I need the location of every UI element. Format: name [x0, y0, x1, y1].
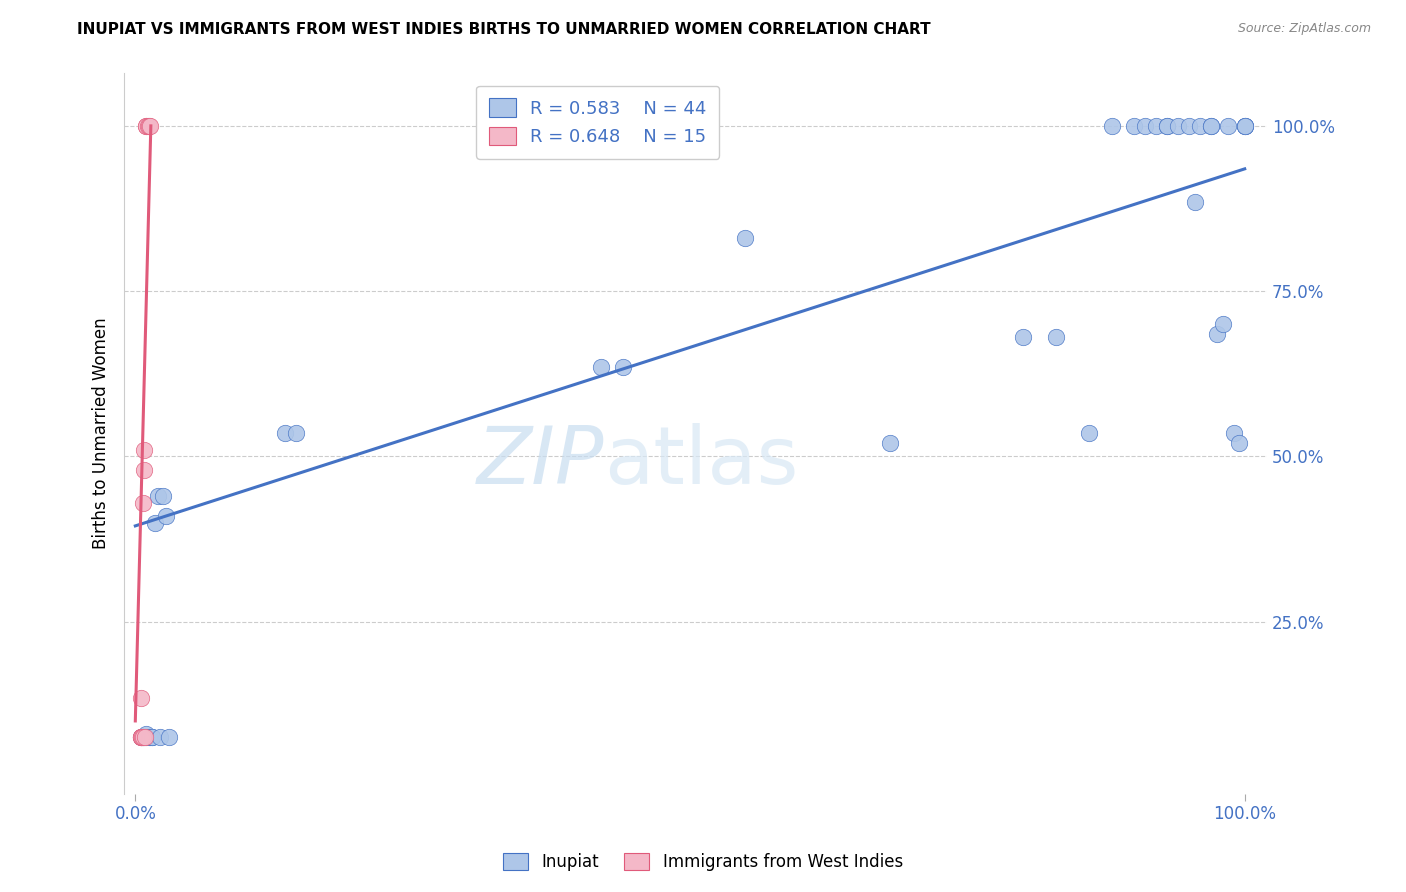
Point [138, 731, 160, 745]
Text: Source: ZipAtlas.com: Source: ZipAtlas.com [1237, 22, 1371, 36]
Point [132, 496, 155, 510]
Point [1045, 330, 1067, 344]
Point [1222, 426, 1244, 441]
Point [146, 489, 169, 503]
Text: ZIP: ZIP [477, 423, 605, 501]
Text: INUPIAT VS IMMIGRANTS FROM WEST INDIES BIRTHS TO UNMARRIED WOMEN CORRELATION CHA: INUPIAT VS IMMIGRANTS FROM WEST INDIES B… [77, 22, 931, 37]
Point [152, 489, 174, 503]
Point [1206, 327, 1229, 342]
Point [138, 119, 160, 133]
Point [1156, 119, 1178, 133]
Point [141, 731, 163, 745]
Point [1233, 119, 1256, 133]
Point [1133, 119, 1156, 133]
Point [132, 731, 155, 745]
Point [879, 436, 901, 450]
Point [129, 690, 152, 705]
Point [1011, 330, 1033, 344]
Text: atlas: atlas [605, 423, 799, 501]
Point [135, 119, 157, 133]
Point [141, 731, 163, 745]
Point [1201, 119, 1223, 133]
Point [1078, 426, 1101, 441]
Point [612, 360, 634, 375]
Point [1189, 119, 1212, 133]
Point [274, 426, 297, 441]
Y-axis label: Births to Unmarried Women: Births to Unmarried Women [93, 318, 110, 549]
Point [1122, 119, 1144, 133]
Point [149, 731, 172, 745]
Point [131, 731, 153, 745]
Point [129, 731, 152, 745]
Point [138, 731, 160, 745]
Point [129, 731, 152, 745]
Point [135, 119, 157, 133]
Point [134, 731, 156, 745]
Point [1233, 119, 1256, 133]
Point [157, 731, 180, 745]
Point [734, 231, 756, 245]
Point [1184, 194, 1206, 209]
Point [1233, 119, 1256, 133]
Point [136, 119, 159, 133]
Point [1201, 119, 1223, 133]
Point [1101, 119, 1123, 133]
Point [1178, 119, 1201, 133]
Point [1144, 119, 1167, 133]
Point [135, 727, 157, 741]
Legend: Inupiat, Immigrants from West Indies: Inupiat, Immigrants from West Indies [495, 845, 911, 880]
Point [155, 508, 177, 523]
Point [1156, 119, 1178, 133]
Point [135, 731, 157, 745]
Point [591, 360, 613, 375]
Point [1227, 436, 1250, 450]
Point [134, 731, 156, 745]
Point [285, 426, 308, 441]
Point [132, 731, 155, 745]
Point [138, 119, 160, 133]
Point [129, 731, 152, 745]
Point [134, 442, 156, 457]
Point [1212, 317, 1234, 331]
Point [1167, 119, 1189, 133]
Point [1216, 119, 1239, 133]
Point [143, 516, 166, 530]
Point [134, 463, 156, 477]
Point [129, 731, 152, 745]
Legend: R = 0.583    N = 44, R = 0.648    N = 15: R = 0.583 N = 44, R = 0.648 N = 15 [477, 86, 720, 159]
